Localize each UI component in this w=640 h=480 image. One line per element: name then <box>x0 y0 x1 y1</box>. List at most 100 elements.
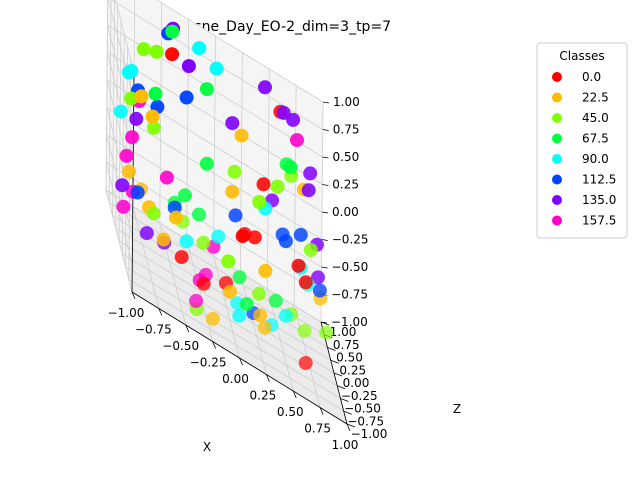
x-gridline <box>266 68 270 290</box>
x-tick-label: −1.00 <box>108 306 145 320</box>
z-tick-label: 1.00 <box>330 325 357 339</box>
scatter-point <box>298 356 313 370</box>
scatter-point <box>145 109 160 124</box>
legend-marker <box>552 113 562 123</box>
z-tick-label: 0.50 <box>336 351 363 365</box>
legend-title: Classes <box>559 49 604 63</box>
scatter-point <box>125 130 140 145</box>
x-tick-mark <box>185 324 190 333</box>
legend-label: 112.5 <box>582 173 616 187</box>
scatter-point <box>179 90 194 105</box>
scatter-point <box>252 286 267 301</box>
legend: Classes 0.0 22.5 45.0 67.5 90.0 112.5 135.0 157… <box>536 42 628 239</box>
y-gridline <box>115 227 331 361</box>
scatter-point <box>225 116 240 131</box>
x-tick-mark <box>266 374 270 382</box>
y-tick-mark <box>321 239 328 241</box>
x-tick-label: 0.50 <box>277 405 304 419</box>
scatter-point <box>227 164 242 179</box>
y-tick-mark <box>321 211 329 214</box>
scatter-point <box>124 64 139 78</box>
y-tick-mark <box>322 129 329 131</box>
scatter-point <box>268 293 283 308</box>
legend-label: 22.5 <box>582 91 609 105</box>
legend-label: 135.0 <box>582 193 616 207</box>
x-tick-mark <box>319 407 324 415</box>
scatter-point <box>116 199 131 214</box>
scatter-point <box>223 284 237 299</box>
y-axis-line <box>131 71 135 293</box>
scatter-point <box>156 232 171 247</box>
scatter-point <box>303 166 318 181</box>
scatter-point <box>311 270 325 285</box>
legend-label: 0.0 <box>582 70 601 84</box>
scatter-point <box>258 80 272 95</box>
z-tick-mark <box>346 423 356 428</box>
z-tick-label: −0.75 <box>347 414 384 428</box>
z-tick-mark <box>343 410 352 415</box>
scatter-point <box>136 42 151 57</box>
scatter-point <box>293 227 308 242</box>
chart-title: tsne_Day_EO-2_dim=3_tp=7 <box>189 19 391 35</box>
scatter-point <box>209 61 224 76</box>
legend-marker <box>552 195 562 205</box>
z-gridline <box>107 24 134 128</box>
axes-ticks: −1.00−0.75−0.50−0.250.000.250.500.751.00… <box>108 95 388 452</box>
scatter-point <box>225 184 240 199</box>
scatter-point <box>232 270 247 285</box>
scatter-points <box>113 21 334 370</box>
scatter-point <box>221 254 236 269</box>
scatter-point <box>178 188 192 203</box>
z-tick-label: 0.25 <box>339 363 366 377</box>
legend-label: 157.5 <box>582 214 616 228</box>
scatter-point <box>211 229 226 244</box>
scatter-point <box>189 293 204 308</box>
z-tick-mark <box>333 372 343 377</box>
x-tick-mark <box>346 423 351 432</box>
scatter-point <box>196 276 211 291</box>
scatter-point <box>270 179 285 194</box>
scatter-point <box>298 275 313 290</box>
z-tick-mark <box>337 385 346 390</box>
scatter-point <box>239 297 254 312</box>
scatter-point <box>235 229 250 244</box>
scatter-point <box>199 82 214 97</box>
z-tick-label: −0.50 <box>344 402 381 416</box>
legend-marker <box>552 92 562 103</box>
scatter-point <box>252 195 267 209</box>
scatter-point <box>286 112 301 127</box>
z-tick-label: 0.00 <box>343 376 370 390</box>
legend-marker <box>552 72 562 82</box>
y-tick-label: 0.00 <box>332 205 359 219</box>
scatter-point <box>146 206 161 221</box>
z-axis-label: Z <box>453 402 461 416</box>
z-tick-label: 0.75 <box>333 338 360 352</box>
x-tick-label: 0.00 <box>222 372 249 386</box>
legend-marker <box>552 174 562 185</box>
z-gridline <box>115 0 135 73</box>
scatter-point <box>205 311 220 326</box>
z-tick-label: −0.25 <box>341 389 378 403</box>
scatter-point <box>129 111 144 126</box>
scatter-point <box>257 320 272 335</box>
y-tick-label: −0.25 <box>332 233 369 247</box>
scatter-point <box>113 104 128 119</box>
scatter-point <box>278 234 293 249</box>
scatter-point <box>130 185 145 200</box>
legend-items: 0.0 22.5 45.0 67.5 90.0 112.5 135.0 157.5 <box>552 70 616 228</box>
scatter-point <box>256 177 271 192</box>
z-tick-mark <box>327 347 336 351</box>
scatter-point <box>291 258 306 273</box>
z-tick-mark <box>340 398 349 402</box>
x-axis-label: X <box>203 440 211 454</box>
scatter-point <box>312 283 327 298</box>
scatter-point <box>134 89 149 104</box>
x-tick-label: −0.50 <box>162 339 199 353</box>
y-tick-label: 0.25 <box>332 178 359 192</box>
scatter-point <box>199 156 214 171</box>
x-tick-mark <box>212 341 216 349</box>
scatter-point <box>179 234 194 249</box>
y-tick-label: −0.75 <box>331 288 368 302</box>
scatter-point <box>319 325 334 340</box>
